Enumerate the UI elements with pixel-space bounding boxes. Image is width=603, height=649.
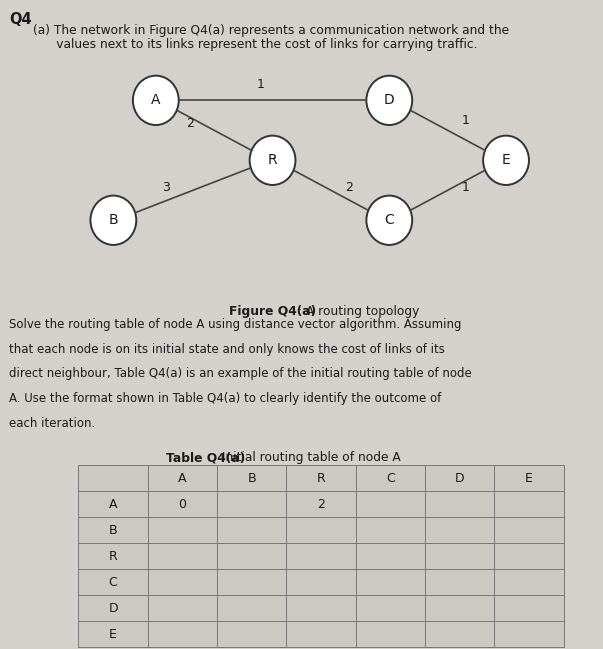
Bar bbox=[217, 491, 286, 517]
Bar bbox=[286, 595, 356, 621]
Bar bbox=[78, 517, 148, 543]
Bar bbox=[494, 491, 564, 517]
Text: values next to its links represent the cost of links for carrying traffic.: values next to its links represent the c… bbox=[33, 38, 478, 51]
Bar bbox=[78, 569, 148, 595]
Text: B: B bbox=[247, 472, 256, 485]
Text: Figure Q4(a): Figure Q4(a) bbox=[229, 305, 316, 318]
Text: that each node is on its initial state and only knows the cost of links of its: that each node is on its initial state a… bbox=[9, 343, 445, 356]
Text: D: D bbox=[455, 472, 464, 485]
Text: 0: 0 bbox=[178, 498, 186, 511]
Text: E: E bbox=[525, 472, 533, 485]
Bar bbox=[78, 595, 148, 621]
Text: 1: 1 bbox=[462, 180, 470, 193]
Text: Q4: Q4 bbox=[9, 12, 32, 27]
Text: C: C bbox=[386, 472, 395, 485]
Bar bbox=[286, 491, 356, 517]
Bar bbox=[217, 595, 286, 621]
Circle shape bbox=[133, 76, 178, 125]
Text: C: C bbox=[385, 214, 394, 227]
Bar bbox=[148, 517, 217, 543]
Text: each iteration.: each iteration. bbox=[9, 417, 95, 430]
Bar bbox=[148, 621, 217, 647]
Text: direct neighbour, Table Q4(a) is an example of the initial routing table of node: direct neighbour, Table Q4(a) is an exam… bbox=[9, 367, 472, 380]
Bar bbox=[356, 517, 425, 543]
Bar bbox=[217, 465, 286, 491]
Text: Initial routing table of node A: Initial routing table of node A bbox=[218, 451, 401, 464]
Bar bbox=[356, 465, 425, 491]
Text: 2: 2 bbox=[317, 498, 325, 511]
Text: D: D bbox=[384, 93, 395, 107]
Text: R: R bbox=[109, 550, 118, 563]
Bar bbox=[217, 569, 286, 595]
Bar bbox=[78, 491, 148, 517]
Bar bbox=[286, 543, 356, 569]
Bar bbox=[217, 517, 286, 543]
Text: 2: 2 bbox=[186, 117, 194, 130]
Text: A: A bbox=[109, 498, 118, 511]
Text: C: C bbox=[109, 576, 118, 589]
Text: 2: 2 bbox=[345, 180, 353, 193]
Bar bbox=[286, 621, 356, 647]
Text: (a) The network in Figure Q4(a) represents a communication network and the: (a) The network in Figure Q4(a) represen… bbox=[33, 24, 510, 37]
Bar bbox=[356, 621, 425, 647]
Circle shape bbox=[250, 136, 295, 185]
Bar bbox=[494, 595, 564, 621]
Text: D: D bbox=[109, 602, 118, 615]
Text: A: A bbox=[151, 93, 160, 107]
Bar bbox=[494, 621, 564, 647]
Text: R: R bbox=[317, 472, 326, 485]
Text: Solve the routing table of node A using distance vector algorithm. Assuming: Solve the routing table of node A using … bbox=[9, 318, 461, 331]
Bar bbox=[425, 465, 494, 491]
Bar bbox=[148, 465, 217, 491]
Bar bbox=[217, 621, 286, 647]
Text: B: B bbox=[109, 214, 118, 227]
Text: E: E bbox=[109, 628, 117, 641]
Bar bbox=[286, 569, 356, 595]
Circle shape bbox=[483, 136, 529, 185]
Bar bbox=[494, 569, 564, 595]
Bar bbox=[425, 543, 494, 569]
Bar bbox=[494, 465, 564, 491]
Bar bbox=[148, 491, 217, 517]
Text: R: R bbox=[268, 153, 277, 167]
Bar bbox=[494, 517, 564, 543]
Bar bbox=[494, 543, 564, 569]
Text: 3: 3 bbox=[162, 180, 170, 193]
Text: E: E bbox=[502, 153, 510, 167]
Bar bbox=[78, 465, 148, 491]
Text: Table Q4(a): Table Q4(a) bbox=[166, 451, 245, 464]
Bar bbox=[286, 517, 356, 543]
Bar bbox=[425, 491, 494, 517]
Bar bbox=[425, 595, 494, 621]
Bar bbox=[356, 569, 425, 595]
Bar bbox=[356, 491, 425, 517]
Bar bbox=[425, 569, 494, 595]
Bar bbox=[356, 543, 425, 569]
Bar bbox=[78, 621, 148, 647]
Bar bbox=[148, 543, 217, 569]
Bar bbox=[425, 621, 494, 647]
Circle shape bbox=[367, 195, 412, 245]
Text: A: A bbox=[178, 472, 187, 485]
Text: 1: 1 bbox=[462, 114, 470, 127]
Bar bbox=[148, 595, 217, 621]
Text: 1: 1 bbox=[256, 78, 265, 91]
Bar bbox=[148, 569, 217, 595]
Bar bbox=[78, 543, 148, 569]
Bar bbox=[425, 517, 494, 543]
Text: A. Use the format shown in Table Q4(a) to clearly identify the outcome of: A. Use the format shown in Table Q4(a) t… bbox=[9, 392, 441, 405]
Text: B: B bbox=[109, 524, 118, 537]
Bar bbox=[217, 543, 286, 569]
Bar bbox=[286, 465, 356, 491]
Circle shape bbox=[367, 76, 412, 125]
Bar bbox=[356, 595, 425, 621]
Text: : A routing topology: : A routing topology bbox=[298, 305, 420, 318]
Circle shape bbox=[90, 195, 136, 245]
